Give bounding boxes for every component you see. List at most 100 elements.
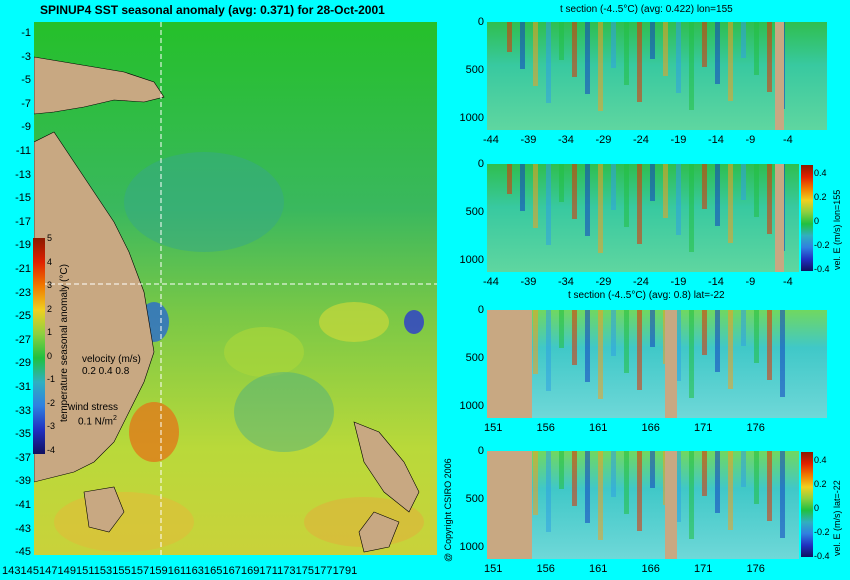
section-x-tick: -24 — [633, 134, 649, 146]
lat-tick: -23 — [15, 286, 31, 299]
section-streak — [546, 310, 551, 391]
colorbar-tick: 4 — [47, 256, 53, 267]
sst-anomaly-map[interactable] — [34, 22, 437, 555]
section-streak — [585, 451, 590, 523]
colorbar-tick: -1 — [47, 374, 56, 384]
new-guinea-land — [34, 56, 165, 115]
depth-tick: 1000 — [459, 254, 484, 266]
depth-section-plot[interactable] — [487, 310, 827, 418]
section-x-tick: -4 — [783, 134, 793, 146]
section-x-tick: 176 — [746, 422, 765, 434]
section-title: t section (-4..5°C) (avg: 0.422) lon=155 — [560, 4, 733, 15]
depth-tick: 500 — [465, 493, 484, 505]
section-streak — [689, 451, 694, 539]
section-streak — [728, 164, 733, 243]
velocity-label: velocity (m/s) — [82, 354, 141, 365]
section-streak — [780, 451, 785, 538]
lat-tick: -5 — [21, 74, 31, 87]
section-x-tick: -14 — [708, 276, 724, 288]
depth-tick: 500 — [465, 352, 484, 364]
section-streak — [572, 164, 577, 219]
colorbar-tick: 0.2 — [814, 192, 827, 202]
land-mask — [775, 22, 784, 130]
section-streak — [767, 451, 772, 521]
depth-section-plot[interactable] — [487, 164, 799, 272]
tasmania-land — [83, 486, 125, 533]
section-x-tick: 171 — [694, 422, 713, 434]
lat-tick: -43 — [15, 522, 31, 535]
section-streak — [715, 22, 720, 84]
lat-tick: -13 — [15, 168, 31, 181]
lat-tick: -19 — [15, 239, 31, 252]
wind-label: wind stress — [68, 402, 119, 413]
section-x-tick: -9 — [745, 276, 756, 288]
section-streak — [715, 164, 720, 226]
section-streak — [598, 164, 603, 253]
lat-tick: -17 — [15, 215, 31, 228]
section-colorbar — [801, 165, 813, 271]
section-x-tick: -34 — [558, 276, 574, 288]
lat-tick: -9 — [21, 121, 31, 134]
section-streak — [559, 310, 564, 348]
section-streak — [533, 451, 538, 515]
section-x-tick: -9 — [745, 134, 756, 146]
new-zealand-land — [358, 511, 400, 553]
section-streak — [715, 451, 720, 513]
section-streak — [559, 22, 564, 60]
section-streak — [754, 164, 759, 217]
section-streak — [533, 310, 538, 374]
warm-anomaly — [224, 327, 304, 377]
depth-tick: 500 — [465, 64, 484, 76]
section-streak — [728, 310, 733, 389]
section-streak — [637, 451, 642, 531]
section-streak — [689, 310, 694, 398]
section-streak — [546, 22, 551, 103]
section-streak — [507, 164, 512, 194]
section-streak — [572, 451, 577, 506]
section-x-tick: -34 — [558, 134, 574, 146]
colorbar-tick: 0 — [47, 350, 53, 361]
depth-tick: 0 — [477, 304, 484, 316]
section-x-tick: 166 — [641, 563, 660, 575]
main-title: SPINUP4 SST seasonal anomaly (avg: 0.371… — [40, 3, 385, 17]
section-streak — [715, 310, 720, 372]
warm-anomaly — [129, 402, 179, 462]
section-streak — [741, 164, 746, 200]
section-colorbar-label: vel. E (m/s) lat=-22 — [832, 480, 842, 556]
section-streak — [546, 451, 551, 532]
depth-section-plot[interactable] — [487, 22, 827, 130]
lat-tick: -1 — [21, 27, 31, 39]
depth-section-plot[interactable] — [487, 451, 799, 559]
lat-tick: -35 — [15, 428, 31, 441]
section-streak — [585, 22, 590, 94]
colorbar-tick: 0.2 — [814, 479, 827, 489]
section-streak — [650, 164, 655, 201]
depth-tick: 1000 — [459, 112, 484, 124]
cool-anomaly — [404, 310, 424, 334]
depth-tick: 1000 — [459, 541, 484, 553]
section-x-tick: 156 — [536, 563, 555, 575]
colorbar-tick: -0.2 — [814, 240, 830, 250]
section-streak — [611, 451, 616, 497]
colorbar-tick: 0 — [814, 503, 820, 513]
section-streak — [598, 451, 603, 540]
depth-tick: 0 — [477, 16, 484, 28]
section-streak — [702, 164, 707, 209]
section-streak — [624, 164, 629, 227]
section-streak — [767, 164, 772, 234]
cool-anomaly — [234, 372, 334, 452]
section-streak — [663, 164, 668, 218]
section-streak — [650, 451, 655, 488]
section-x-tick: 151 — [484, 422, 503, 434]
map-colorbar-label: temperature seasonal anomaly (°C) — [59, 264, 70, 422]
section-streak — [754, 451, 759, 504]
section-x-tick: -44 — [483, 276, 499, 288]
section-x-tick: -39 — [520, 276, 537, 288]
section-x-tick: 161 — [589, 563, 608, 575]
section-streak — [533, 164, 538, 228]
lat-tick: -21 — [15, 263, 31, 275]
section-streak — [702, 22, 707, 67]
colorbar-tick: -2 — [47, 397, 56, 408]
section-streak — [741, 310, 746, 346]
colorbar-tick: 5 — [47, 233, 53, 243]
